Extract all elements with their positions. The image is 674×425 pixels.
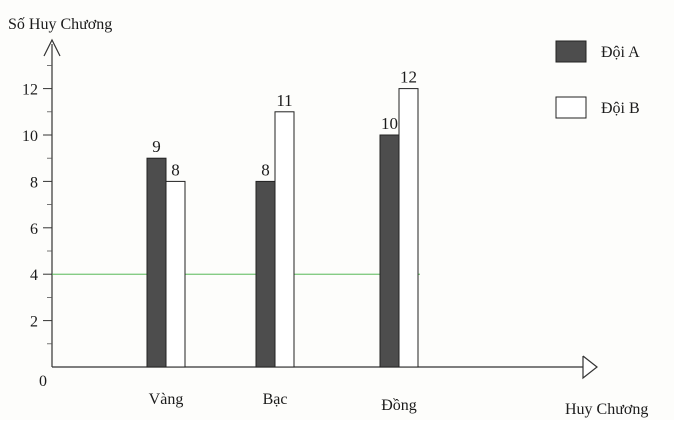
- category-label: Đồng: [381, 397, 417, 414]
- bar-doi-b-0: [165, 180, 186, 368]
- y-ticks: 2 4 6 8 10 12: [22, 65, 52, 345]
- legend-label: Đội A: [601, 44, 640, 61]
- axes: Số Huy Chương Huy Chương 0: [8, 16, 648, 418]
- origin-label: 0: [39, 373, 47, 390]
- bar-value-label: 10: [381, 114, 398, 133]
- y-tick-label: 4: [30, 267, 38, 284]
- legend: Đội A Đội B: [555, 40, 640, 119]
- bar-value-label: 9: [152, 137, 161, 156]
- bar-value-label: 8: [261, 160, 270, 179]
- category-label: Bạc: [263, 391, 288, 408]
- legend-label: Đội B: [601, 100, 640, 117]
- category-label: Vàng: [149, 391, 184, 408]
- bar-value-label: 8: [171, 160, 180, 179]
- legend-swatch: [555, 96, 587, 119]
- bar-doi-a-2: [379, 134, 400, 368]
- y-axis-arrow: [43, 38, 61, 57]
- y-axis-title: Số Huy Chương: [8, 16, 112, 33]
- bar-doi-b-2: [398, 88, 419, 368]
- bar-value-label: 12: [400, 68, 417, 87]
- x-axis-title: Huy Chương: [565, 401, 648, 418]
- y-tick-label: 2: [30, 314, 38, 331]
- bar-value-label: 11: [276, 91, 292, 110]
- legend-swatch: [555, 40, 587, 63]
- y-tick-label: 8: [30, 174, 38, 191]
- bar-doi-b-1: [274, 111, 295, 368]
- y-tick-label: 12: [22, 82, 38, 99]
- bar-doi-a-1: [255, 180, 276, 368]
- bar-doi-a-0: [146, 157, 167, 368]
- bars: [146, 88, 419, 368]
- category-labels: Vàng Bạc Đồng: [149, 391, 417, 414]
- y-tick-label: 10: [22, 128, 38, 145]
- x-axis-arrow: [582, 355, 598, 380]
- y-tick-label: 6: [30, 221, 38, 238]
